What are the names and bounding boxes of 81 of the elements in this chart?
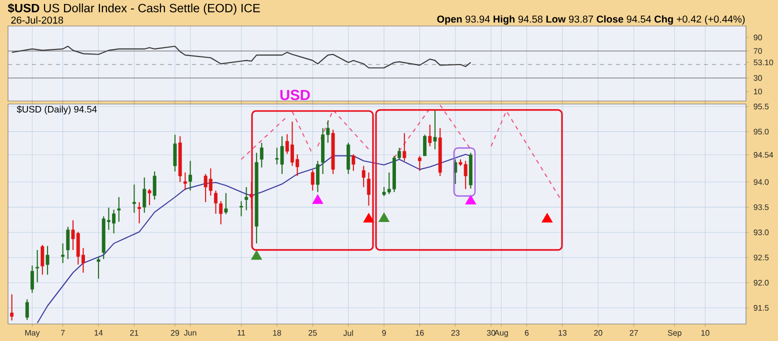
annotation: $USD (Daily) 94.54 <box>16 106 97 114</box>
point <box>465 194 476 204</box>
y-tick-label: 70 <box>754 48 762 54</box>
candlestick <box>310 169 314 192</box>
candlestick <box>244 186 248 211</box>
y-tick-label: 92.0 <box>754 280 769 286</box>
point <box>378 212 390 222</box>
candlestick <box>214 190 218 214</box>
y-tick-label: 30 <box>754 75 762 81</box>
x-tick-label: Jul <box>343 330 353 336</box>
x-tick-label: 25 <box>308 330 317 336</box>
y-tick-label: 10 <box>754 88 762 94</box>
candlestick <box>173 134 177 172</box>
point <box>542 213 553 223</box>
y-tick-label: 95.0 <box>754 128 769 135</box>
text: Open 93.94 High 94.58 Low 93.87 Close 94.54 Chg +0.42 (+0.44%) <box>437 15 745 25</box>
x-tick-label: 11 <box>238 330 246 336</box>
candlestick <box>418 155 422 172</box>
candlestick <box>142 176 146 214</box>
candlestick <box>352 154 356 172</box>
candlestick <box>96 256 100 280</box>
x-tick-label: 16 <box>416 330 424 336</box>
candlestick <box>362 165 366 188</box>
candlestick <box>138 202 142 224</box>
x-tick-label: 9 <box>382 330 386 336</box>
line-series <box>11 46 472 68</box>
candlestick <box>428 124 432 147</box>
point <box>312 194 324 204</box>
chart-subtitle: 26-Jul-2018 <box>11 16 64 24</box>
candlestick <box>224 192 228 215</box>
x-tick-label: 10 <box>701 330 710 336</box>
x-tick-label: 23 <box>451 330 460 336</box>
x-tick-label: Aug <box>494 330 508 338</box>
y-tick-label: 92.5 <box>754 254 769 260</box>
candlestick <box>10 294 14 321</box>
candlestick <box>148 188 152 206</box>
y-tick-label: 53.10 <box>754 60 774 66</box>
candlestick <box>132 184 136 214</box>
y-tick-label: 93.5 <box>754 204 769 210</box>
candlestick <box>366 172 370 206</box>
y-tick-label: 94.54 <box>754 152 774 158</box>
x-tick-label: 29 <box>170 330 180 336</box>
candlestick <box>240 200 243 217</box>
y-tick-label: 90 <box>754 34 762 40</box>
candlestick <box>183 172 187 191</box>
candlestick <box>316 160 320 193</box>
candlestick <box>61 242 65 264</box>
x-tick-label: 20 <box>594 330 602 336</box>
candlestick <box>423 134 427 156</box>
x-tick-label: 7 <box>61 330 65 336</box>
y-tick-label: 95.5 <box>754 104 769 110</box>
x-tick-label: 27 <box>630 330 638 336</box>
candlestick <box>152 170 156 200</box>
candlestick <box>25 298 29 320</box>
candlestick <box>433 109 437 150</box>
chart-title: $USD US Dollar Index - Cash Settle (EOD) ICE <box>8 3 260 15</box>
candlestick <box>36 249 40 283</box>
x-tick-label: 18 <box>273 330 282 336</box>
candlestick <box>188 160 192 192</box>
candlestick <box>66 226 70 260</box>
candlestick <box>40 244 44 276</box>
x-tick-label: Sep <box>668 330 682 338</box>
annotation: USD <box>280 90 310 100</box>
x-tick-label: 21 <box>130 330 138 336</box>
x-tick-label: 30 <box>486 330 496 336</box>
candlestick <box>402 132 406 162</box>
y-tick-label: 93.0 <box>754 230 769 236</box>
x-tick-label: 14 <box>94 330 103 336</box>
candlestick <box>30 265 34 294</box>
candlestick <box>219 200 223 225</box>
y-tick-label: 91.5 <box>754 305 769 311</box>
x-tick-label: Jun <box>184 330 196 336</box>
candlestick <box>46 245 50 276</box>
x-tick-label: May <box>25 330 40 338</box>
candlestick <box>117 196 121 222</box>
candlestick <box>260 142 264 168</box>
x-tick-label: 13 <box>558 330 567 336</box>
y-tick-label: 94.0 <box>754 179 769 185</box>
x-tick-label: 6 <box>524 330 529 336</box>
point <box>363 213 374 223</box>
point <box>251 250 262 260</box>
